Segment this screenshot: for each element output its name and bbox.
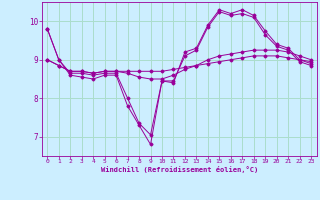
X-axis label: Windchill (Refroidissement éolien,°C): Windchill (Refroidissement éolien,°C) — [100, 166, 258, 173]
